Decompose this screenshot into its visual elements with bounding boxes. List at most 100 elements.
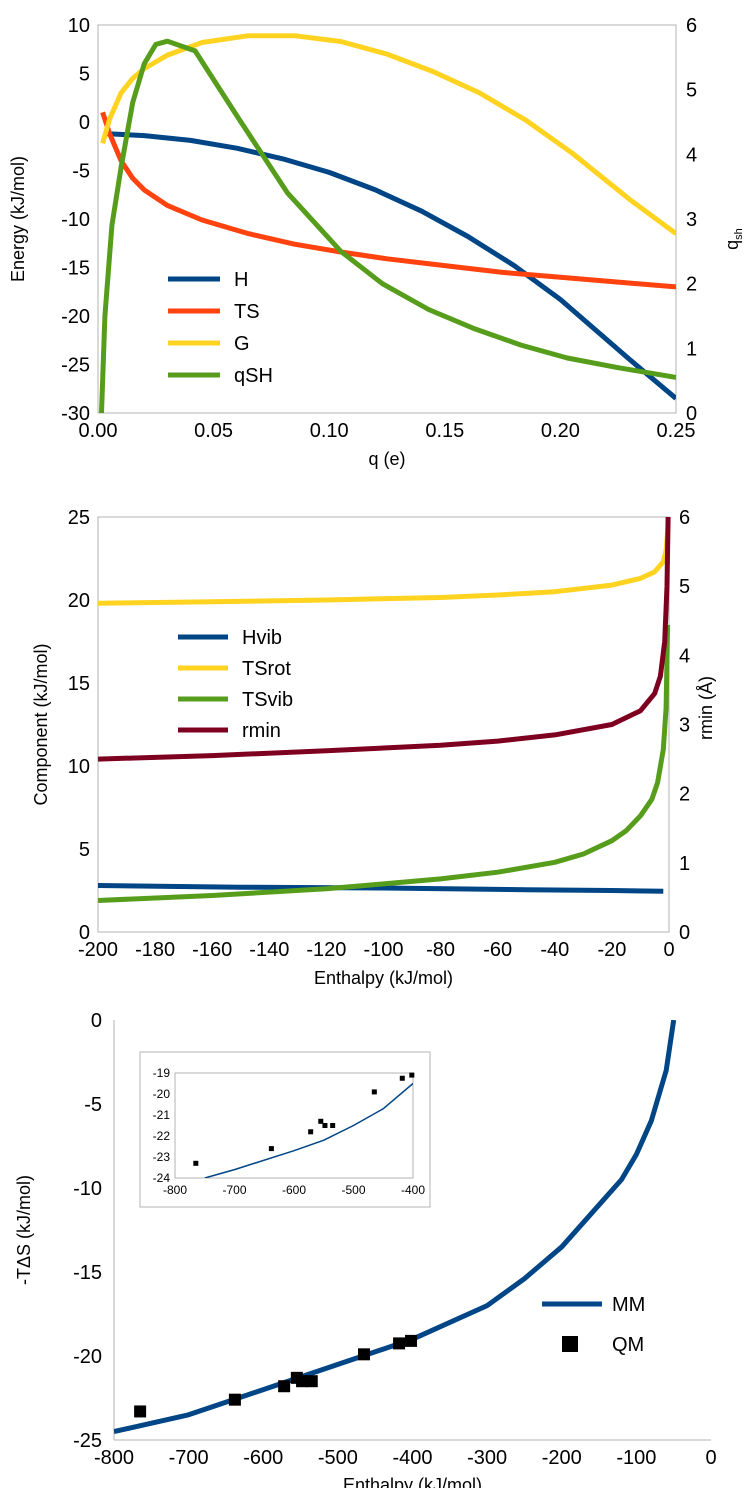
chart-3-inset-point-QM <box>318 1118 324 1124</box>
chart-3-inset-frame <box>139 1051 431 1208</box>
chart-3-inset-y-tick-label: -20 <box>153 1087 171 1101</box>
chart-2-series-line-rmin <box>98 516 671 762</box>
chart-3-point-QM <box>405 1334 418 1347</box>
chart-1-y2-tick-label: 2 <box>686 274 697 296</box>
chart-3-x-tick-label: -300 <box>467 1447 507 1469</box>
chart-2-x-tick-label: 0 <box>663 939 674 961</box>
chart-2-y2-tick-label: 4 <box>679 645 690 667</box>
chart-1-legend-label-G: G <box>234 333 250 355</box>
chart-1-y2-tick-label: 5 <box>686 80 697 102</box>
chart-3-legend-swatch-QM <box>562 1336 578 1352</box>
chart-3-inset-x-tick-label: -600 <box>282 1183 306 1197</box>
chart-2-y2-tick-label: 3 <box>679 715 690 737</box>
chart-3-point-QM <box>228 1393 241 1406</box>
chart-2-y-tick-label: 5 <box>79 839 90 861</box>
chart-1-x-tick-label: 0.20 <box>541 420 580 442</box>
chart-2-y-tick-label: 25 <box>68 507 90 529</box>
chart-3-inset-x-tick-label: -400 <box>401 1183 425 1197</box>
chart-1-y2-tick-label: 3 <box>686 209 697 231</box>
chart-2-x-tick-label: -200 <box>78 939 118 961</box>
chart-3-inset-point-QM <box>330 1123 336 1128</box>
chart-1-x-axis-label: q (e) <box>368 449 405 469</box>
chart-3-series-line-MM <box>114 1020 677 1435</box>
chart-2-x-axis-label: Enthalpy (kJ/mol) <box>314 968 453 988</box>
chart-3-inset-point-QM <box>399 1075 405 1081</box>
chart-2-y2-tick-label: 1 <box>679 853 690 875</box>
chart-2-plot-frame <box>97 516 670 933</box>
chart-3-point-QM <box>296 1375 309 1388</box>
chart-1-legend-label-TS: TS <box>234 301 260 323</box>
chart-2-x-tick-label: -20 <box>597 939 626 961</box>
chart-2-y-axis-label: Component (kJ/mol) <box>31 643 51 805</box>
chart-1-plot-frame <box>97 24 677 414</box>
chart-1-y-tick-label: -20 <box>61 306 90 328</box>
chart-1-series-line-TS <box>100 111 676 290</box>
chart-3-x-tick-label: -200 <box>542 1447 582 1469</box>
chart-3-y-tick-label: -15 <box>73 1262 102 1284</box>
chart-3-inset-y-tick-label: -21 <box>153 1108 171 1122</box>
chart-3-y-tick-label: 0 <box>91 1010 102 1032</box>
chart-2-series-line-TSvib <box>98 624 671 903</box>
chart-3-tds-vs-enthalpy: -800 -700 -600 -500 -400 -300 -200 -100 0-25-20-… <box>14 1010 717 1488</box>
chart-3-legend-label-MM: MM <box>612 1294 645 1316</box>
chart-3-inset-plot-frame <box>174 1072 414 1179</box>
chart-2-legend-label-Hvib: Hvib <box>242 627 282 649</box>
chart-3-inset-x-tick-label: -700 <box>222 1183 246 1197</box>
chart-1-legend-label-H: H <box>234 269 248 291</box>
chart-2-x-tick-label: -100 <box>363 939 403 961</box>
chart-1-series-line-qSH <box>99 38 676 413</box>
chart-2-y-tick-label: 15 <box>68 673 90 695</box>
chart-1-y-tick-label: 5 <box>79 64 90 86</box>
chart-2-x-tick-label: -180 <box>135 939 175 961</box>
chart-3-inset-line-MM <box>204 1082 413 1178</box>
chart-2-x-tick-label: -160 <box>192 939 232 961</box>
chart-1-y2-tick-label: 6 <box>686 15 697 37</box>
chart-2-x-tick-label: -140 <box>249 939 289 961</box>
chart-2-x-tick-label: -120 <box>306 939 346 961</box>
chart-1-series-group <box>99 33 676 413</box>
chart-2-series-line-Hvib <box>98 883 664 894</box>
chart-3-x-tick-label: -600 <box>243 1447 283 1469</box>
chart-2-x-tick-label: -40 <box>540 939 569 961</box>
chart-2-y-tick-label: 0 <box>79 922 90 944</box>
chart-2-x-tick-label: -60 <box>483 939 512 961</box>
chart-2-y-tick-label: 10 <box>68 756 90 778</box>
chart-3-y-axis-label: -TΔS (kJ/mol) <box>14 1175 34 1285</box>
chart-2-series-line-TSrot <box>98 525 671 606</box>
chart-1-x-tick-label: 0.05 <box>194 420 233 442</box>
chart-3-inset-x-tick-label: -500 <box>341 1183 365 1197</box>
chart-3-inset-point-QM <box>268 1146 274 1152</box>
chart-1-y-tick-label: -25 <box>61 355 90 377</box>
chart-3-x-tick-label: -400 <box>392 1447 432 1469</box>
chart-1-y2-tick-label: 1 <box>686 338 697 360</box>
chart-2-y2-tick-label: 6 <box>679 507 690 529</box>
chart-3-y-tick-label: -20 <box>73 1346 102 1368</box>
chart-3-x-tick-label: -500 <box>318 1447 358 1469</box>
chart-3-inset-y-tick-label: -23 <box>153 1150 171 1164</box>
chart-1-y-axis-label: Energy (kJ/mol) <box>8 156 28 282</box>
chart-1-y2-axis-label: qsh <box>722 228 745 250</box>
chart-3-x-axis-label: Enthalpy (kJ/mol) <box>343 1475 482 1488</box>
chart-1-x-tick-label: 0.00 <box>79 420 118 442</box>
chart-3-point-QM <box>305 1375 318 1388</box>
chart-2-series-group <box>98 516 671 903</box>
chart-2-y-tick-label: 20 <box>68 590 90 612</box>
chart-2-y2-tick-label: 2 <box>679 784 690 806</box>
chart-2-y2-axis-label: rmin (Å) <box>696 676 716 740</box>
chart-1-x-tick-label: 0.15 <box>425 420 464 442</box>
chart-1-y-tick-label: 0 <box>79 112 90 134</box>
chart-3-x-tick-label: -700 <box>169 1447 209 1469</box>
chart-1-x-tick-label: 0.10 <box>310 420 349 442</box>
chart-3-inset-x-tick-label: -800 <box>163 1183 187 1197</box>
chart-1-y-tick-label: 10 <box>68 15 90 37</box>
chart-3-inset-y-tick-label: -24 <box>153 1171 171 1185</box>
chart-3-inset-point-QM <box>308 1129 314 1135</box>
chart-1-y2-tick-label: 4 <box>686 144 697 166</box>
chart-3-inset-point-QM <box>193 1160 199 1166</box>
chart-1-legend-label-qSH: qSH <box>234 365 273 387</box>
chart-3-x-tick-label: 0 <box>705 1447 716 1469</box>
chart-3-x-tick-label: -800 <box>94 1447 134 1469</box>
chart-1-y-tick-label: -30 <box>61 403 90 425</box>
chart-3-point-QM <box>134 1405 147 1418</box>
